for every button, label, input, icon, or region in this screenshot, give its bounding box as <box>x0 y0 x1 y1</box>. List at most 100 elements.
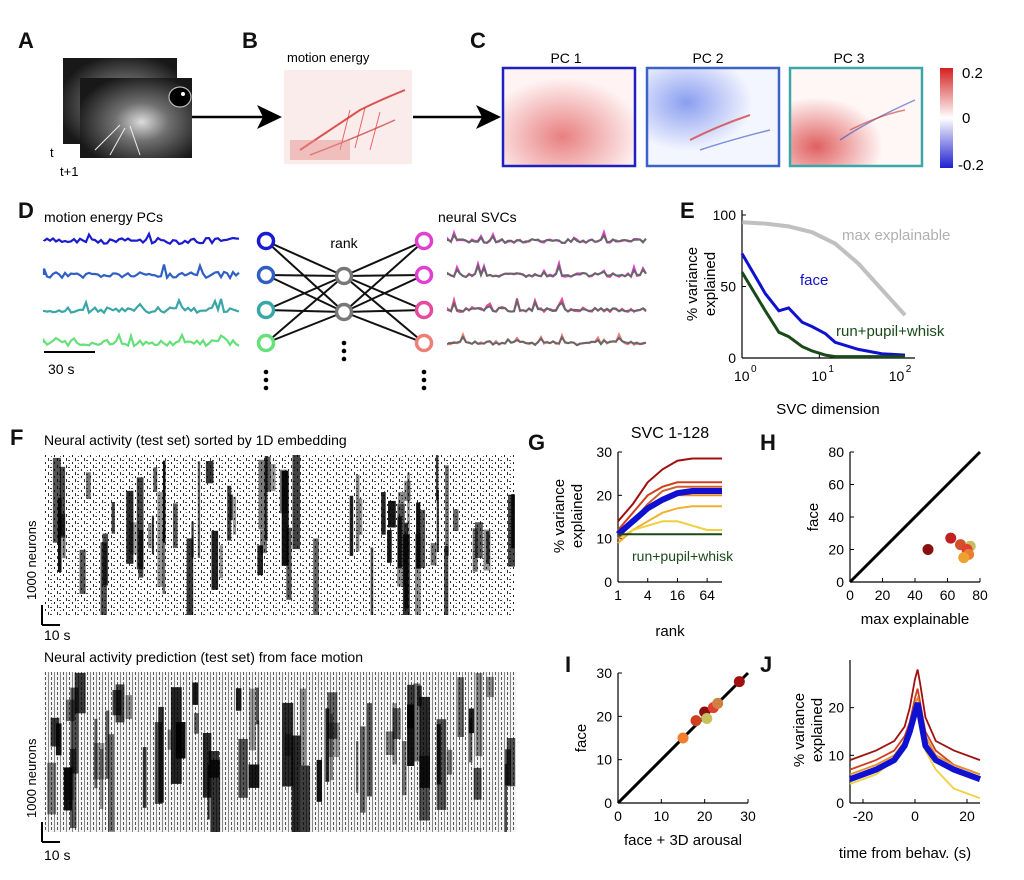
raster-band <box>70 687 79 774</box>
raster-band <box>446 749 453 775</box>
chartH-point-7 <box>958 552 970 564</box>
raster-band <box>249 688 256 751</box>
frame-label-t1: t+1 <box>60 164 78 179</box>
panel-label-f: F <box>10 425 24 450</box>
g-ylabel-line1: % variance <box>551 479 568 553</box>
ellipsis-dot <box>341 356 347 362</box>
raster-band <box>235 688 242 711</box>
raster-band <box>473 767 482 800</box>
pc-trace-2 <box>42 262 240 281</box>
chart-g: 1 4 16 64 0 10 20 30 SVC 1-128 run+pupil+whisk ran… <box>551 425 734 640</box>
raster-band <box>292 455 301 550</box>
chartI-xlabel: face + 3D arousal <box>624 832 742 849</box>
j-series-4 <box>849 709 981 800</box>
raster-band <box>52 457 61 543</box>
pc1-image <box>501 66 637 168</box>
network-edge <box>343 274 425 313</box>
raster-band <box>129 522 137 555</box>
raster-band <box>358 498 363 535</box>
raster-band <box>436 490 439 553</box>
chartI-point-1 <box>677 732 689 744</box>
arrow-b-c-head <box>476 105 501 129</box>
raster-band <box>47 762 57 815</box>
pc-node-3 <box>256 300 276 320</box>
g-xlabel: rank <box>655 623 685 640</box>
raster-band <box>93 743 105 780</box>
raster-band <box>392 703 397 765</box>
raster-band <box>258 459 267 530</box>
raster-band <box>349 495 354 556</box>
raster-band <box>102 533 109 586</box>
raster-band <box>505 749 511 786</box>
raster-band <box>299 688 306 767</box>
svc-prediction-2 <box>447 263 647 279</box>
j-y-tick-label: 20 <box>828 700 844 716</box>
raster-band <box>248 764 260 788</box>
raster-band <box>157 491 164 587</box>
network-edge <box>343 309 425 313</box>
raster-band <box>457 677 464 737</box>
j-series-3 <box>849 695 981 776</box>
raster-band <box>356 741 359 793</box>
chartI-point-5 <box>712 697 724 709</box>
svc-node-4 <box>414 333 434 353</box>
svc-prediction-1 <box>447 233 647 245</box>
raster-band <box>197 461 201 558</box>
raster-band <box>153 467 158 492</box>
raster-band <box>469 718 473 763</box>
panel-label-j: J <box>760 652 773 677</box>
raster-band <box>227 485 232 541</box>
raster-band <box>475 522 483 558</box>
raster-band <box>325 708 330 782</box>
panel-label-e: E <box>680 198 695 223</box>
ellipsis-dot <box>341 348 347 354</box>
network-diagram <box>256 231 434 391</box>
pc-trace-4 <box>42 332 240 348</box>
g-y-tick-label: 0 <box>604 574 612 590</box>
e-series-1 <box>741 220 907 317</box>
raster-band <box>367 703 372 797</box>
raster-band <box>219 545 223 579</box>
raster-band <box>158 706 164 803</box>
network-edge <box>343 311 425 344</box>
raster-band <box>62 534 66 559</box>
raster-band <box>397 516 402 569</box>
colorbar-mid: 0 <box>962 110 970 127</box>
ellipsis-dot <box>421 377 427 383</box>
e-x-tick-exp: 1 <box>828 364 834 375</box>
panel-label-b: B <box>242 28 258 53</box>
ellipsis-dot <box>421 385 427 391</box>
raster-band <box>398 492 405 567</box>
raster-band <box>256 687 259 725</box>
chart-i: 0 10 20 30 0 10 20 30 face + 3D arousal face <box>573 665 756 849</box>
raster-top-title: Neural activity (test set) sorted by 1D … <box>44 432 347 448</box>
j-ylabel-line1: % variance <box>791 693 808 767</box>
g-series-2 <box>617 481 722 531</box>
svc-traces-title: neural SVCs <box>438 209 517 225</box>
raster-band <box>381 492 386 535</box>
g-series-7 <box>616 488 722 537</box>
e-x-tick-exp: 2 <box>906 364 912 375</box>
g-annotation: run+pupil+whisk <box>632 548 734 564</box>
time-scale-label: 30 s <box>48 361 74 377</box>
chartH-identity-line <box>848 450 982 584</box>
raster-band <box>126 490 134 564</box>
raster-band <box>136 477 144 570</box>
chartH-y-tick-label: 20 <box>828 542 844 558</box>
arrow-a-b-head <box>257 105 282 129</box>
e-ylabel: % varianceexplained <box>684 247 719 321</box>
raster-band <box>148 523 152 549</box>
raster-band <box>50 717 60 747</box>
chartH-x-tick-label: 80 <box>972 587 988 603</box>
raster-band <box>508 494 515 567</box>
ellipsis-dot <box>263 385 269 391</box>
raster-band <box>191 521 194 558</box>
raster-band <box>445 465 449 556</box>
frame-label-t: t <box>50 145 54 160</box>
e-ylabel-line1: % variance <box>684 247 701 321</box>
raster-band <box>63 767 74 800</box>
raster-band <box>436 724 441 785</box>
raster-band <box>63 767 73 811</box>
raster-band <box>105 710 110 779</box>
raster-band <box>162 529 166 594</box>
